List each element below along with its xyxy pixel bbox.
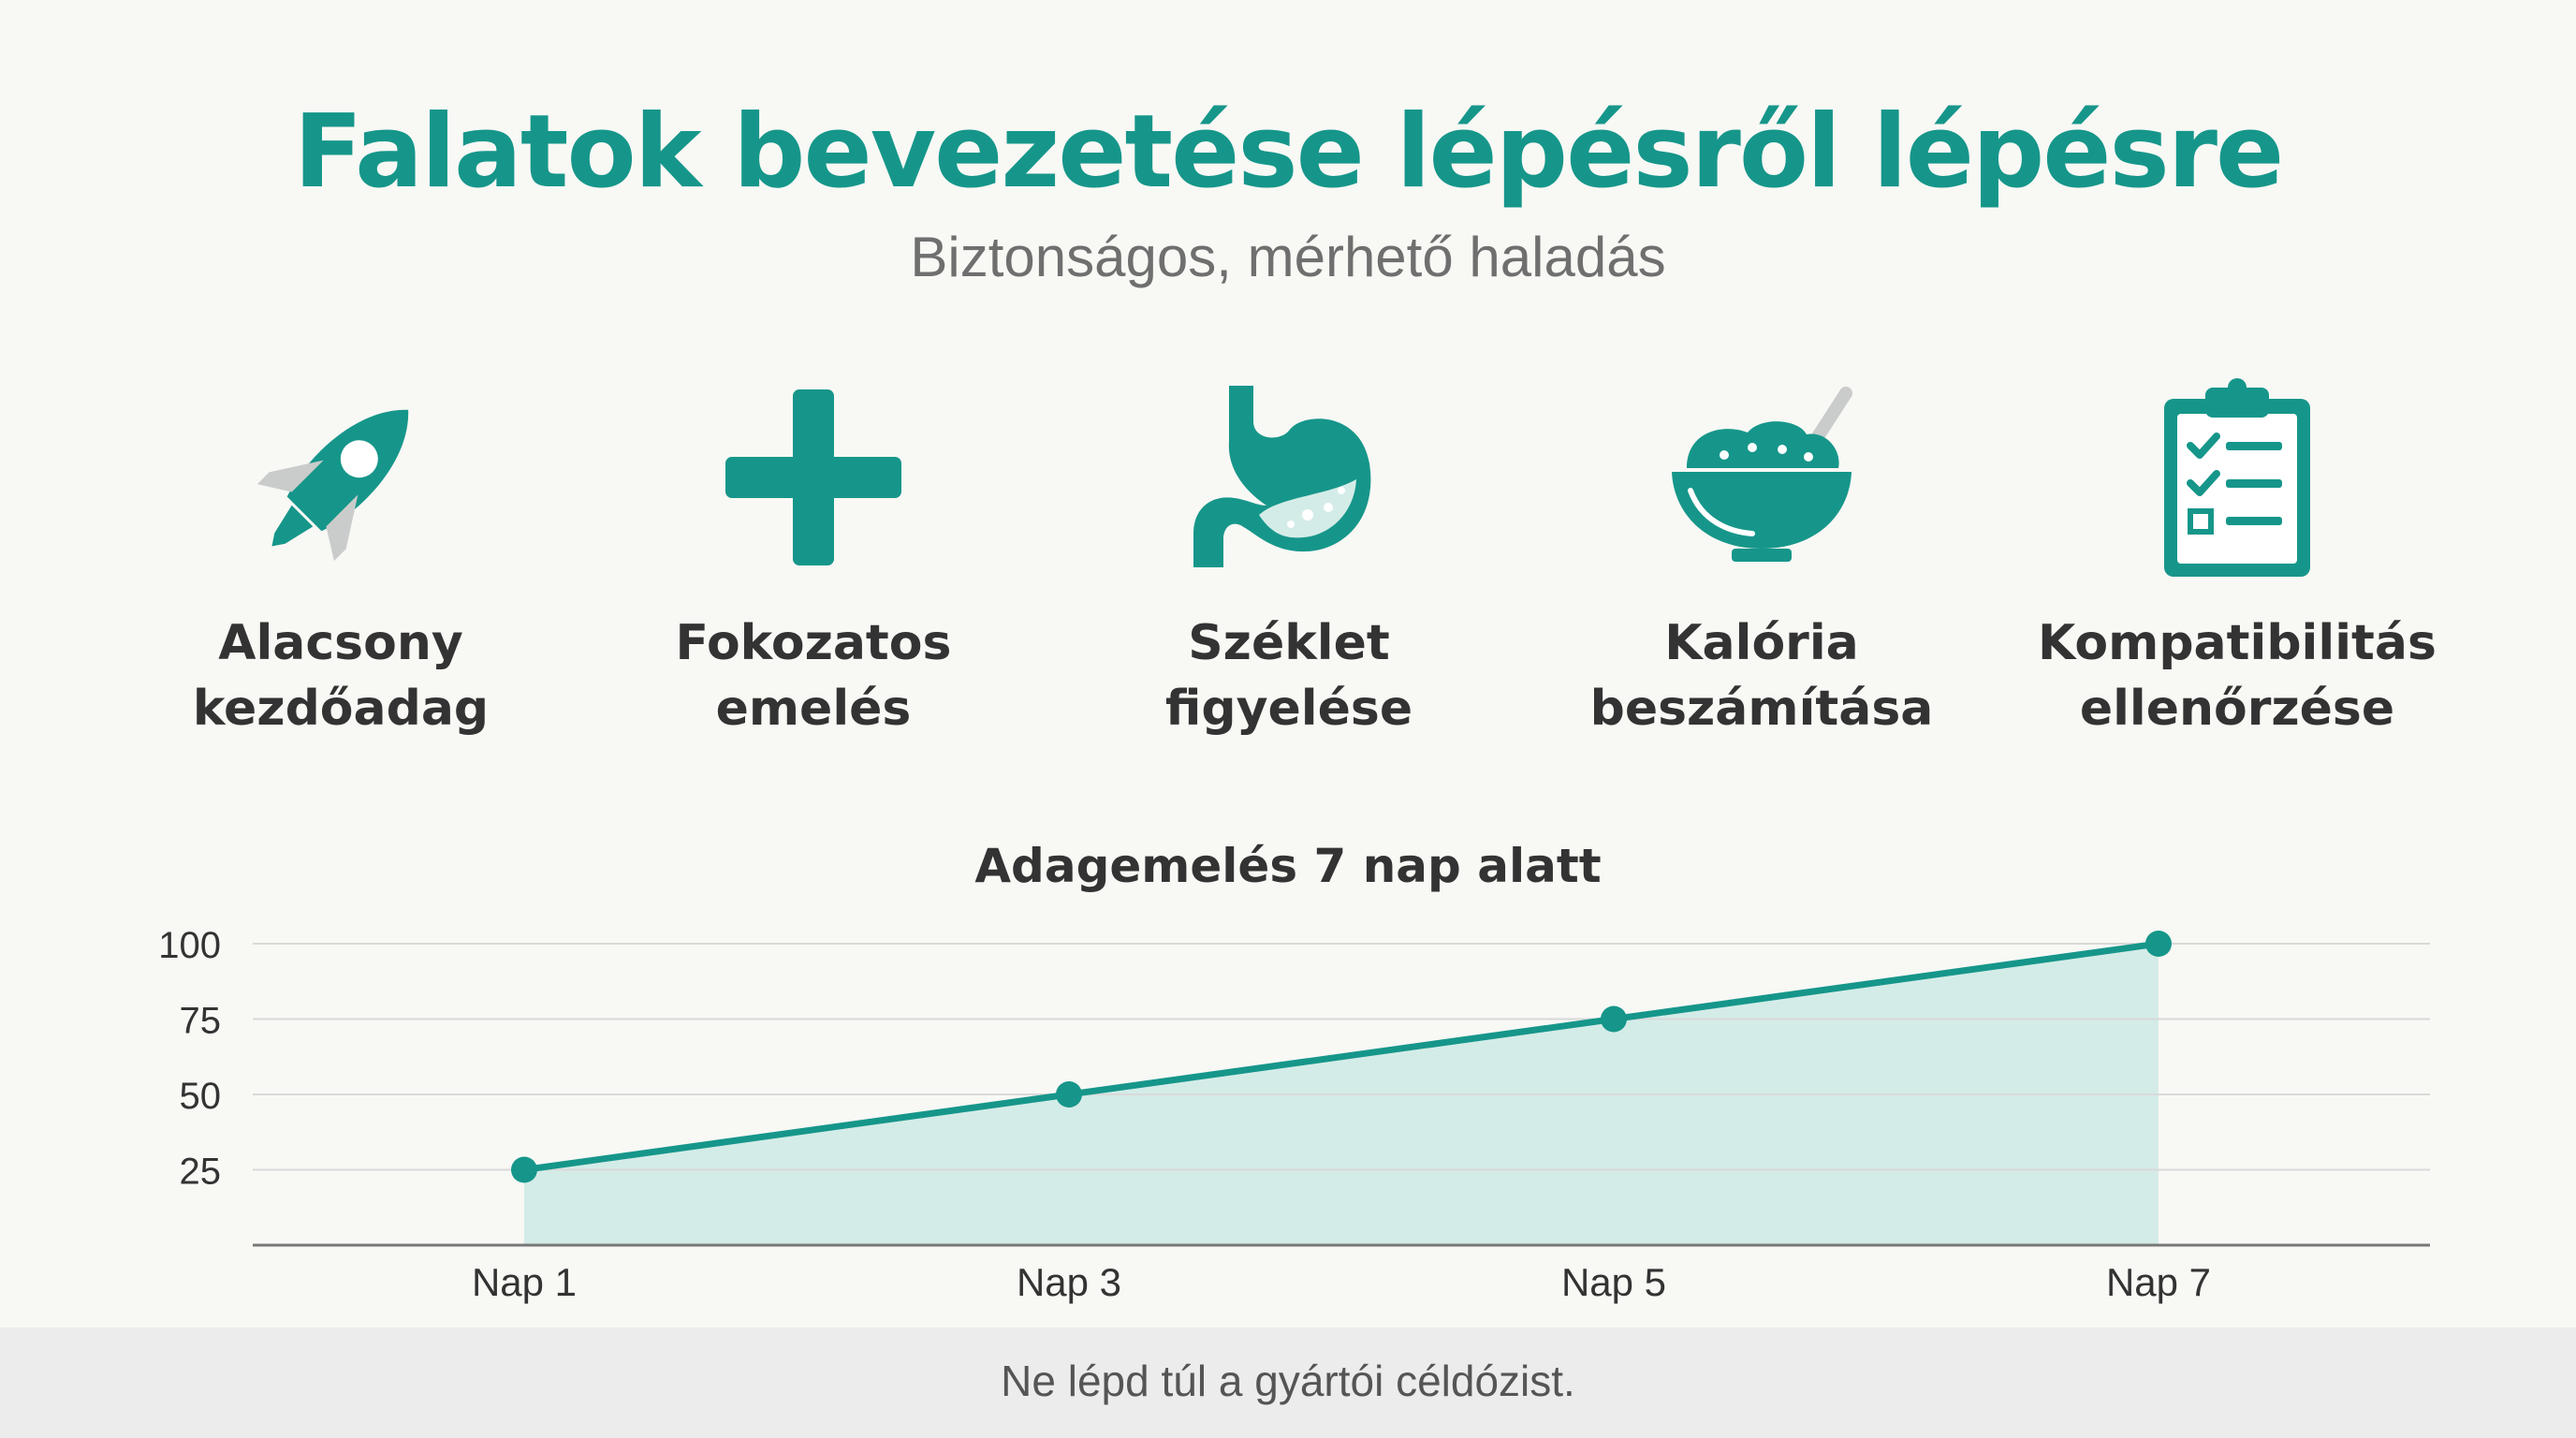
rocket-icon (256, 409, 409, 562)
page-subtitle: Biztonságos, mérhető haladás (910, 226, 1666, 288)
x-tick-label: Nap 3 (1017, 1260, 1121, 1304)
feature-label-line2: beszámítása (1589, 681, 1934, 737)
series-line (523, 940, 2159, 1173)
clipboard-checklist-icon (2164, 378, 2310, 577)
feature-label-line1: Széklet (1188, 615, 1390, 671)
y-tick-label: 25 (180, 1152, 222, 1193)
data-point (511, 1156, 537, 1183)
data-point (1601, 1005, 1627, 1033)
x-tick-label: Nap 5 (1561, 1260, 1666, 1304)
y-tick-label: 50 (180, 1076, 222, 1117)
y-tick-label: 75 (180, 1001, 222, 1042)
feature-label-line1: Kompatibilitás (2038, 615, 2437, 671)
feature-label-line1: Fokozatos (675, 615, 952, 671)
y-tick-label: 100 (158, 925, 221, 966)
feature-stool-monitoring: Széklet figyelése (1046, 374, 1532, 741)
x-tick-label: Nap 1 (472, 1260, 577, 1304)
data-point (1056, 1081, 1082, 1108)
chart-title: Adagemelés 7 nap alatt (974, 839, 1602, 893)
feature-compatibility-check: Kompatibilitás ellenőrzése (1994, 374, 2481, 741)
bowl-icon (1672, 387, 1852, 562)
x-tick-label: Nap 7 (2106, 1260, 2211, 1304)
feature-label-line1: Alacsony (218, 615, 463, 671)
stomach-icon (1193, 386, 1371, 567)
feature-label-line2: kezdőadag (192, 681, 490, 737)
plus-icon (725, 389, 901, 565)
feature-label-line2: emelés (715, 681, 912, 737)
feature-label-line2: ellenőrzése (2079, 681, 2395, 737)
feature-label-line1: Kalória (1664, 615, 1859, 671)
footer-note: Ne lépd túl a gyártói céldózist. (1001, 1357, 1575, 1405)
feature-calorie-accounting: Kalória beszámítása (1518, 374, 2005, 741)
footer-bar: Ne lépd túl a gyártói céldózist. (0, 1328, 2576, 1438)
feature-label-line2: figyelése (1164, 681, 1413, 737)
feature-gradual-increase: Fokozatos emelés (570, 374, 1057, 741)
data-point (2145, 931, 2172, 957)
page-title: Falatok bevezetése lépésről lépésre (293, 94, 2285, 211)
feature-low-start-dose: Alacsony kezdőadag (97, 374, 584, 741)
